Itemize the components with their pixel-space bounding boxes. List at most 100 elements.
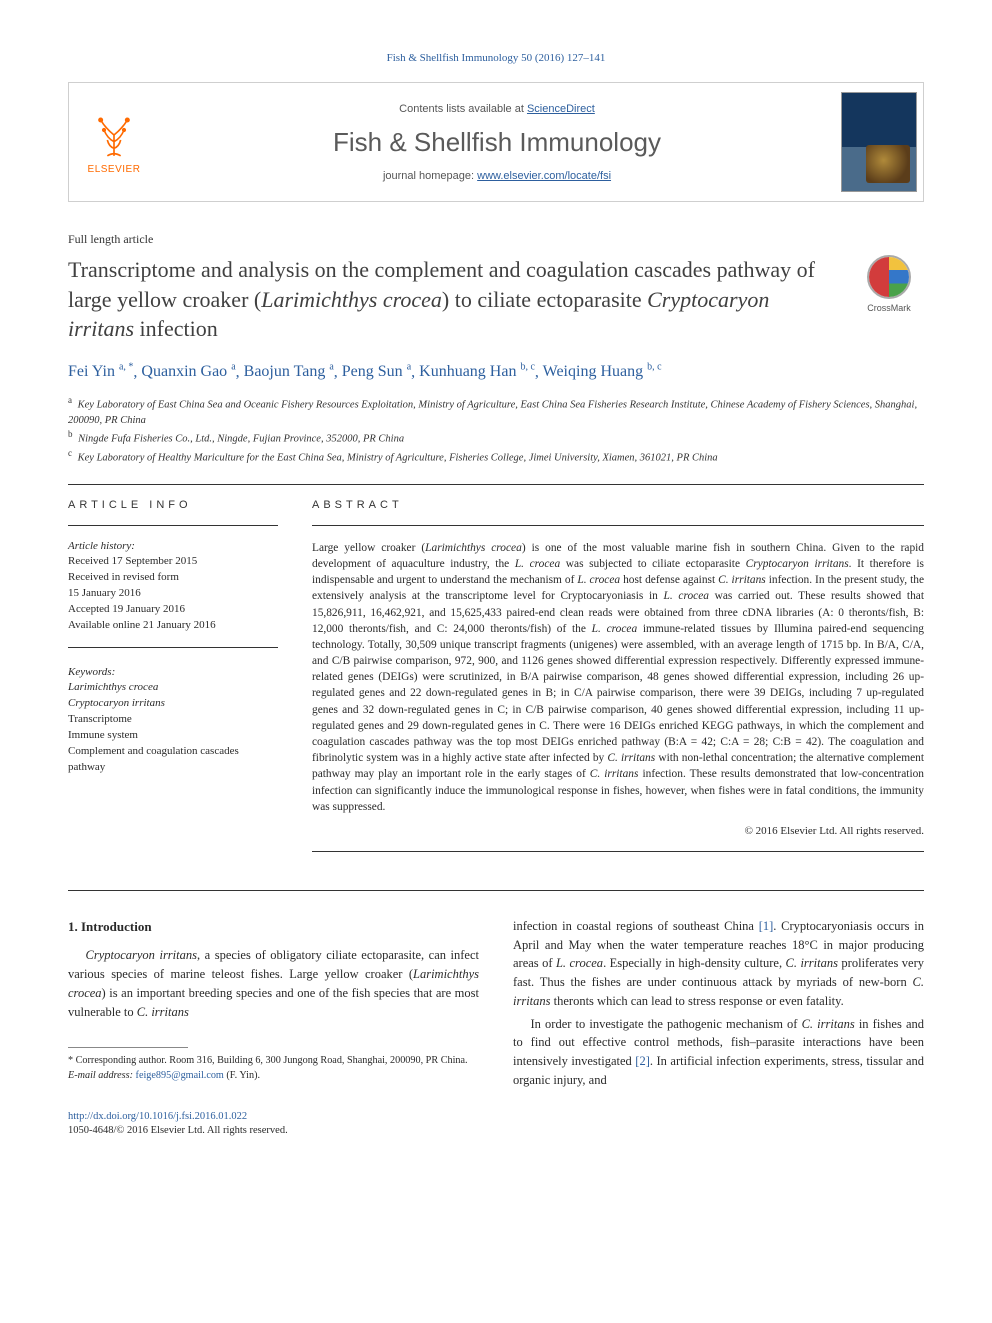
p-seg: In order to investigate the pathogenic m… — [531, 1017, 802, 1031]
section-divider — [68, 890, 924, 891]
corresponding-author: * Corresponding author. Room 316, Buildi… — [68, 1054, 479, 1068]
top-citation: Fish & Shellfish Immunology 50 (2016) 12… — [68, 52, 924, 64]
abstract-heading: ABSTRACT — [312, 499, 924, 511]
crossmark-label: CrossMark — [867, 303, 911, 313]
article-title: Transcriptome and analysis on the comple… — [68, 255, 834, 344]
publisher-name: ELSEVIER — [88, 164, 141, 175]
keyword: Cryptocaryon irritans — [68, 696, 278, 712]
crossmark-icon — [867, 255, 911, 299]
p-seg-ital: C. irritans — [786, 956, 838, 970]
journal-name: Fish & Shellfish Immunology — [333, 127, 661, 158]
article-info-heading: ARTICLE INFO — [68, 499, 278, 511]
author-affil-sup: a — [231, 362, 235, 373]
author-affil-sup: a — [407, 362, 411, 373]
contents-line: Contents lists available at ScienceDirec… — [399, 103, 595, 115]
homepage-prefix: journal homepage: — [383, 170, 477, 182]
article-type: Full length article — [68, 232, 924, 247]
abs-seg-ital: C. irritans — [607, 752, 655, 764]
body-column-right: infection in coastal regions of southeas… — [513, 917, 924, 1094]
abs-seg-ital: C. irritans — [590, 768, 639, 780]
p-seg-ital: L. crocea — [556, 956, 603, 970]
history-label: Article history: — [68, 540, 278, 552]
author: Weiqing Huang b, c — [543, 363, 662, 380]
affiliation: c Key Laboratory of Healthy Mariculture … — [68, 447, 924, 466]
email-line: E-mail address: feige895@gmail.com (F. Y… — [68, 1069, 479, 1083]
rule — [68, 525, 278, 526]
history-item: Received in revised form — [68, 570, 278, 586]
keyword: Larimichthys crocea — [68, 680, 278, 696]
p-seg: theronts which can lead to stress respon… — [551, 994, 844, 1008]
p-seg: infection in coastal regions of southeas… — [513, 919, 759, 933]
rule — [312, 525, 924, 526]
abstract-body: Large yellow croaker (Larimichthys croce… — [312, 540, 924, 815]
homepage-line: journal homepage: www.elsevier.com/locat… — [383, 170, 611, 182]
body-column-left: 1. Introduction Cryptocaryon irritans, a… — [68, 917, 479, 1094]
author: Kunhuang Han b, c — [419, 363, 535, 380]
title-seg: ) to ciliate ectoparasite — [442, 287, 647, 312]
p-seg-ital: Cryptocaryon irritans — [86, 948, 197, 962]
journal-cover — [835, 83, 923, 201]
title-seg: infection — [134, 316, 218, 341]
author-email-link[interactable]: feige895@gmail.com — [136, 1070, 224, 1081]
rule — [312, 851, 924, 852]
rule — [68, 647, 278, 648]
abs-seg-ital: C. irritans — [718, 574, 766, 586]
journal-cover-thumb — [841, 92, 917, 192]
history-list: Received 17 September 2015Received in re… — [68, 554, 278, 634]
abs-seg-ital: Cryptocaryon irritans — [746, 558, 849, 570]
title-seg-ital: Larimichthys crocea — [261, 287, 442, 312]
author: Baojun Tang a — [244, 363, 334, 380]
body-paragraph: infection in coastal regions of southeas… — [513, 917, 924, 1011]
section-heading: 1. Introduction — [68, 917, 479, 937]
abs-seg: Large yellow croaker ( — [312, 542, 425, 554]
email-tail: (F. Yin). — [226, 1070, 260, 1081]
author-affil-sup: b, c — [647, 362, 661, 373]
abs-seg: was subjected to ciliate ectoparasite — [560, 558, 745, 570]
author: Quanxin Gao a — [141, 363, 235, 380]
masthead: ELSEVIER Contents lists available at Sci… — [68, 82, 924, 202]
footnote-rule — [68, 1047, 188, 1048]
email-label: E-mail address: — [68, 1070, 133, 1081]
keyword: Immune system — [68, 728, 278, 744]
abs-seg-ital: L. crocea — [592, 623, 637, 635]
history-item: Accepted 19 January 2016 — [68, 602, 278, 618]
p-seg-ital: C. irritans — [137, 1005, 189, 1019]
issn-line: 1050-4648/© 2016 Elsevier Ltd. All right… — [68, 1125, 288, 1136]
abs-seg: host defense against — [620, 574, 718, 586]
author: Peng Sun a — [342, 363, 411, 380]
rule — [68, 484, 924, 485]
author-affil-sup: a, * — [119, 362, 133, 373]
citation-link[interactable]: [1] — [759, 919, 774, 933]
author-affil-sup: b, c — [520, 362, 534, 373]
history-item: Available online 21 January 2016 — [68, 618, 278, 634]
abs-seg-ital: L. crocea — [577, 574, 620, 586]
author-list: Fei Yin a, *, Quanxin Gao a, Baojun Tang… — [68, 360, 924, 384]
keyword: Complement and coagulation cascades path… — [68, 744, 278, 776]
keyword: Transcriptome — [68, 712, 278, 728]
keywords-label: Keywords: — [68, 666, 278, 678]
footnotes: * Corresponding author. Room 316, Buildi… — [68, 1054, 479, 1083]
author-affil-sup: a — [329, 362, 333, 373]
abs-seg: immune-related tissues by Illumina paire… — [312, 623, 924, 765]
p-seg-ital: C. irritans — [802, 1017, 855, 1031]
sciencedirect-link[interactable]: ScienceDirect — [527, 103, 595, 115]
bottom-block: http://dx.doi.org/10.1016/j.fsi.2016.01.… — [68, 1110, 924, 1139]
p-seg: ) is an important breeding species and o… — [68, 986, 479, 1019]
contents-prefix: Contents lists available at — [399, 103, 527, 115]
abs-seg-ital: L. crocea — [515, 558, 560, 570]
affiliations: a Key Laboratory of East China Sea and O… — [68, 394, 924, 465]
abs-seg-ital: Larimichthys crocea — [425, 542, 522, 554]
elsevier-tree-icon — [89, 110, 139, 160]
doi-link[interactable]: http://dx.doi.org/10.1016/j.fsi.2016.01.… — [68, 1111, 247, 1122]
affiliation: a Key Laboratory of East China Sea and O… — [68, 394, 924, 428]
body-paragraph: Cryptocaryon irritans, a species of obli… — [68, 946, 479, 1021]
author: Fei Yin a, * — [68, 363, 133, 380]
citation-link[interactable]: [2] — [635, 1054, 650, 1068]
copyright: © 2016 Elsevier Ltd. All rights reserved… — [312, 825, 924, 837]
crossmark-badge[interactable]: CrossMark — [854, 255, 924, 313]
abs-seg-ital: L. crocea — [664, 590, 709, 602]
journal-homepage-link[interactable]: www.elsevier.com/locate/fsi — [477, 170, 611, 182]
keywords-list: Larimichthys croceaCryptocaryon irritans… — [68, 680, 278, 776]
affiliation: b Ningde Fufa Fisheries Co., Ltd., Ningd… — [68, 428, 924, 447]
p-seg: . Especially in high-density culture, — [603, 956, 785, 970]
